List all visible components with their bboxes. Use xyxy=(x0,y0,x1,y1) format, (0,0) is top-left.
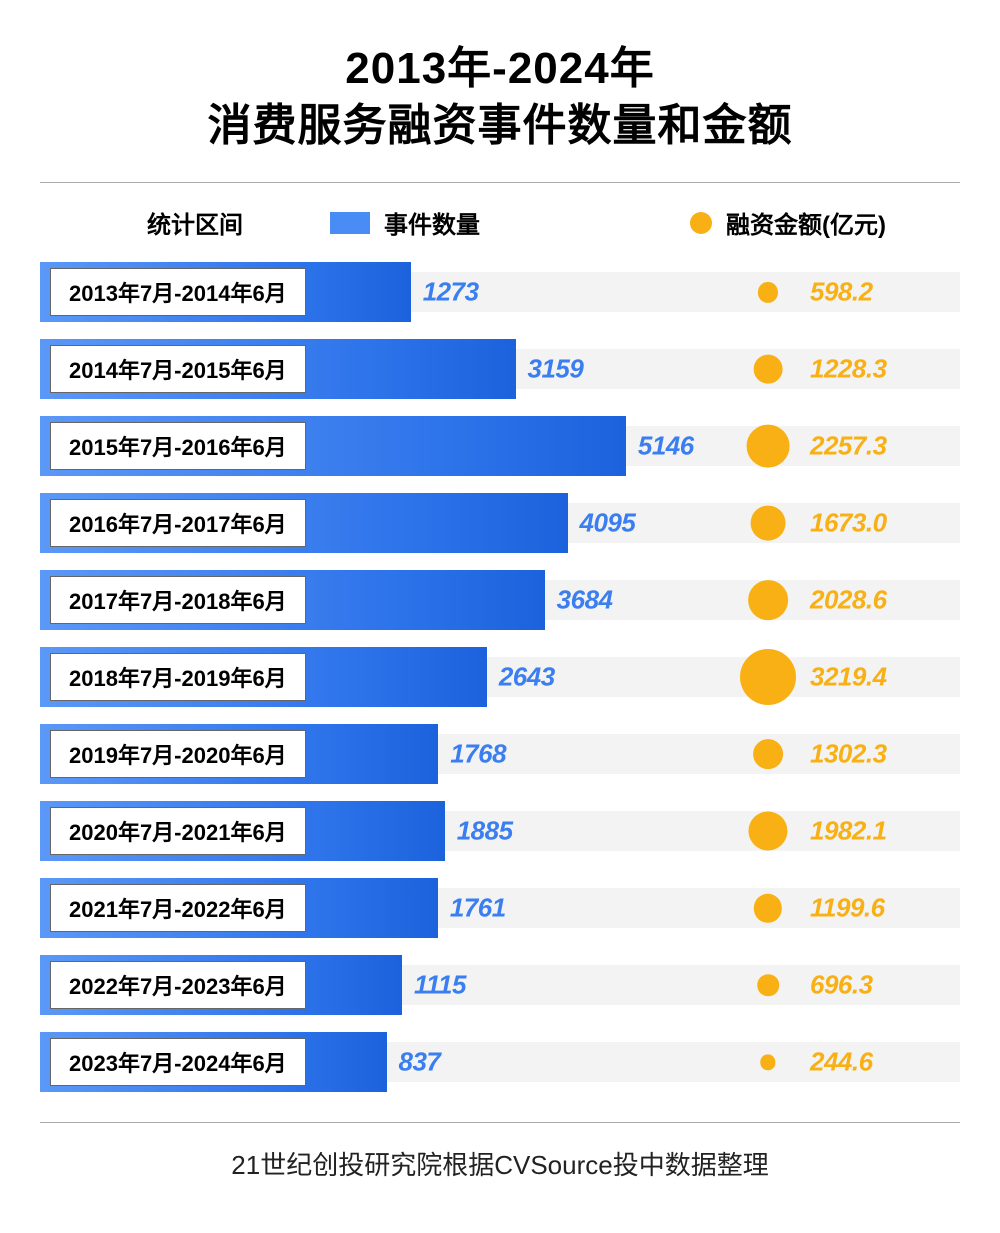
top-divider xyxy=(40,182,960,183)
count-value: 3684 xyxy=(557,585,613,616)
amount-value: 1199.6 xyxy=(810,893,885,924)
amount-value: 244.6 xyxy=(810,1047,873,1078)
dot-swatch-icon xyxy=(690,212,712,234)
chart-row: 2020年7月-2021年6月 1885 1982.1 xyxy=(40,801,960,861)
amount-dot xyxy=(740,649,796,705)
title-line-2: 消费服务融资事件数量和金额 xyxy=(208,101,793,150)
legend-amount-label: 融资金额(亿元) xyxy=(726,205,886,240)
chart-row: 2016年7月-2017年6月 4095 1673.0 xyxy=(40,493,960,553)
chart-row: 2015年7月-2016年6月 5146 2257.3 xyxy=(40,416,960,476)
legend: 统计区间 事件数量 融资金额(亿元) xyxy=(40,205,960,240)
chart-row: 2017年7月-2018年6月 3684 2028.6 xyxy=(40,570,960,630)
amount-value: 3219.4 xyxy=(810,662,887,693)
chart-row: 2014年7月-2015年6月 3159 1228.3 xyxy=(40,339,960,399)
period-box: 2023年7月-2024年6月 xyxy=(50,1038,306,1086)
period-box: 2013年7月-2014年6月 xyxy=(50,268,306,316)
chart-row: 2013年7月-2014年6月 1273 598.2 xyxy=(40,262,960,322)
amount-dot xyxy=(751,506,786,541)
chart-row: 2023年7月-2024年6月 837 244.6 xyxy=(40,1032,960,1092)
count-value: 1885 xyxy=(457,816,513,847)
chart-row: 2018年7月-2019年6月 2643 3219.4 xyxy=(40,647,960,707)
amount-value: 1982.1 xyxy=(810,816,887,847)
period-box: 2021年7月-2022年6月 xyxy=(50,884,306,932)
amount-dot xyxy=(757,975,779,997)
count-value: 5146 xyxy=(638,431,694,462)
title-line-1: 2013年-2024年 xyxy=(345,44,654,93)
amount-dot xyxy=(748,581,788,621)
amount-value: 598.2 xyxy=(810,277,873,308)
amount-dot xyxy=(748,812,787,851)
legend-period: 统计区间 xyxy=(80,205,310,240)
amount-value: 696.3 xyxy=(810,970,873,1001)
count-value: 837 xyxy=(399,1047,441,1078)
amount-value: 2028.6 xyxy=(810,585,887,616)
legend-count-label: 事件数量 xyxy=(384,205,480,240)
bar-swatch-icon xyxy=(330,212,370,234)
amount-dot xyxy=(747,425,790,468)
period-box: 2022年7月-2023年6月 xyxy=(50,961,306,1009)
period-box: 2018年7月-2019年6月 xyxy=(50,653,306,701)
period-box: 2017年7月-2018年6月 xyxy=(50,576,306,624)
amount-dot xyxy=(754,355,783,384)
amount-value: 1673.0 xyxy=(810,508,887,539)
chart-row: 2019年7月-2020年6月 1768 1302.3 xyxy=(40,724,960,784)
chart-row: 2021年7月-2022年6月 1761 1199.6 xyxy=(40,878,960,938)
period-box: 2015年7月-2016年6月 xyxy=(50,422,306,470)
legend-count: 事件数量 xyxy=(310,205,620,240)
bottom-divider xyxy=(40,1122,960,1123)
period-box: 2019年7月-2020年6月 xyxy=(50,730,306,778)
amount-value: 1228.3 xyxy=(810,354,887,385)
period-box: 2016年7月-2017年6月 xyxy=(50,499,306,547)
count-value: 2643 xyxy=(499,662,555,693)
footer-source: 21世纪创投研究院根据CVSource投中数据整理 xyxy=(40,1145,960,1182)
count-value: 1761 xyxy=(450,893,506,924)
count-value: 1115 xyxy=(414,970,466,1001)
period-box: 2014年7月-2015年6月 xyxy=(50,345,306,393)
count-value: 1768 xyxy=(450,739,506,770)
count-value: 4095 xyxy=(580,508,636,539)
period-box: 2020年7月-2021年6月 xyxy=(50,807,306,855)
chart-title: 2013年-2024年 消费服务融资事件数量和金额 xyxy=(40,40,960,154)
count-value: 1273 xyxy=(423,277,479,308)
amount-value: 2257.3 xyxy=(810,431,887,462)
chart-row: 2022年7月-2023年6月 1115 696.3 xyxy=(40,955,960,1015)
legend-amount: 融资金额(亿元) xyxy=(620,205,960,240)
count-value: 3159 xyxy=(528,354,584,385)
amount-value: 1302.3 xyxy=(810,739,887,770)
chart-rows: 2013年7月-2014年6月 1273 598.2 2014年7月-2015年6月 3… xyxy=(40,262,960,1092)
amount-dot xyxy=(753,739,783,769)
